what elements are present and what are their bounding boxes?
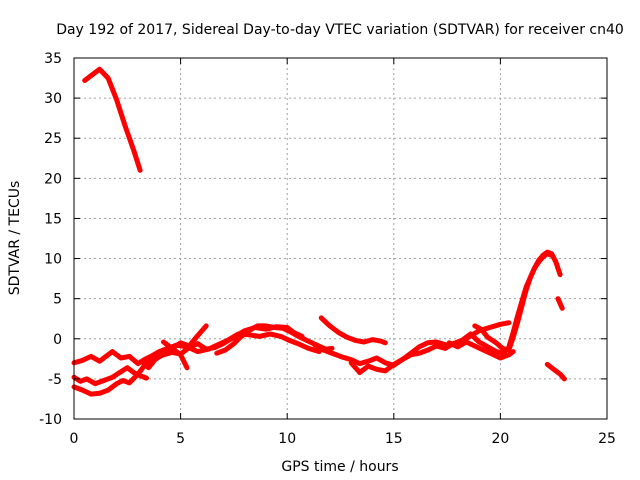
y-tick-label: -5 bbox=[48, 372, 62, 388]
x-tick-label: 0 bbox=[70, 431, 79, 447]
grid-lines bbox=[74, 58, 607, 419]
y-axis-label: SDTVAR / TECUs bbox=[7, 181, 23, 296]
series-line-arc-2 bbox=[71, 331, 322, 367]
x-tick-label: 25 bbox=[598, 431, 616, 447]
y-tick-label: 20 bbox=[44, 171, 62, 187]
y-tick-label: 0 bbox=[53, 332, 62, 348]
series-line-arc-8 bbox=[318, 315, 388, 346]
x-axis-label: GPS time / hours bbox=[281, 459, 398, 475]
y-tick-label: 30 bbox=[44, 91, 62, 107]
y-tick-label: 35 bbox=[44, 51, 62, 67]
y-tick-label: -10 bbox=[39, 412, 62, 428]
series-line-arc-12 bbox=[472, 249, 563, 353]
x-tick-label: 20 bbox=[491, 431, 509, 447]
y-tick-label: 10 bbox=[44, 252, 62, 268]
series-line-arc-11 bbox=[446, 339, 516, 361]
x-tick-labels: 0 5 10 15 20 25 bbox=[70, 431, 616, 447]
x-tick-label: 15 bbox=[385, 431, 403, 447]
series-line-arc-10 bbox=[348, 331, 508, 375]
series-line-arc-14 bbox=[555, 296, 565, 311]
y-tick-label: 15 bbox=[44, 211, 62, 227]
y-tick-label: 5 bbox=[53, 292, 62, 308]
x-tick-label: 5 bbox=[176, 431, 185, 447]
x-tick-label: 10 bbox=[278, 431, 296, 447]
series-line-arc-6 bbox=[161, 339, 190, 371]
series-line-arc-13 bbox=[506, 251, 555, 350]
series-line-arc-1 bbox=[82, 66, 143, 173]
series-line-arc-15 bbox=[544, 361, 567, 382]
chart-title: Day 192 of 2017, Sidereal Day-to-day VTE… bbox=[56, 22, 624, 38]
axis-ticks bbox=[73, 57, 608, 420]
y-tick-labels: -10 -5 0 5 10 15 20 25 30 35 bbox=[39, 51, 62, 428]
y-tick-label: 25 bbox=[44, 131, 62, 147]
plot-frame bbox=[73, 57, 608, 420]
series-line-arc-4 bbox=[71, 365, 149, 387]
data-series bbox=[71, 66, 567, 397]
